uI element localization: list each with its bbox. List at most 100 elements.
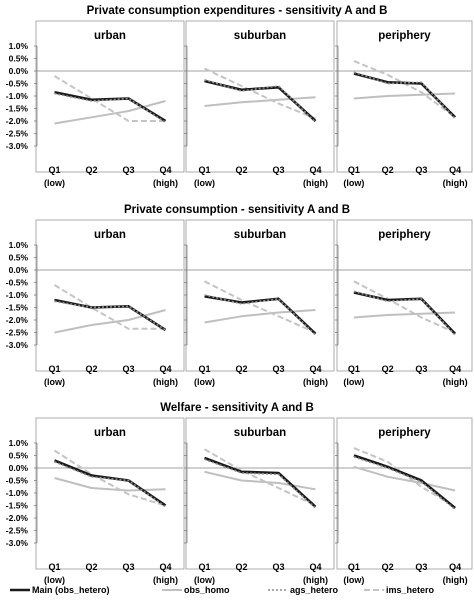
x-tick-label: Q4 xyxy=(159,562,171,572)
x-tick-label: Q3 xyxy=(122,364,134,374)
x-tick-sublabel: (high) xyxy=(443,377,468,387)
series-line-obs_homo xyxy=(54,477,166,492)
series-line-obs_homo xyxy=(353,92,456,100)
x-tick-label: Q1 xyxy=(198,165,210,175)
x-tick-sublabel: (low) xyxy=(44,377,65,387)
x-tick-label: Q2 xyxy=(85,165,97,175)
panel-title: urban xyxy=(94,30,126,42)
y-tick-label: -1.0% xyxy=(6,290,29,300)
x-tick-label: Q1 xyxy=(348,562,360,572)
x-tick-label: Q4 xyxy=(309,165,321,175)
x-tick-sublabel: (high) xyxy=(443,575,468,585)
series-line-ims xyxy=(53,449,166,507)
legend-label: obs_homo xyxy=(184,585,230,595)
y-tick-label: 0.0% xyxy=(9,463,29,473)
x-tick-sublabel: (high) xyxy=(303,377,328,387)
series-line-main xyxy=(353,454,456,510)
legend-label: ags_hetero xyxy=(290,585,339,595)
panel-title: suburban xyxy=(234,427,286,439)
x-tick-label: Q4 xyxy=(449,562,461,572)
series-line-ims xyxy=(53,75,166,122)
y-tick-label: 1.0% xyxy=(9,438,29,448)
x-tick-sublabel: (high) xyxy=(303,178,328,188)
x-tick-label: Q1 xyxy=(48,165,60,175)
y-tick-label: 1.0% xyxy=(9,41,29,51)
x-tick-label: Q1 xyxy=(348,165,360,175)
x-tick-label: Q2 xyxy=(382,364,394,374)
x-tick-label: Q2 xyxy=(235,364,247,374)
y-tick-label: -1.5% xyxy=(6,303,29,313)
series-line-ims xyxy=(353,447,456,508)
series-line-obs_homo xyxy=(54,100,166,125)
series-line-ims xyxy=(204,67,316,120)
x-tick-sublabel: (high) xyxy=(153,377,178,387)
y-tick-label: -1.5% xyxy=(6,104,29,114)
x-tick-label: Q1 xyxy=(48,364,60,374)
x-tick-sublabel: (low) xyxy=(44,575,65,585)
series-line-ags xyxy=(54,92,166,123)
panel-title: urban xyxy=(94,427,126,439)
series-line-obs_homo xyxy=(54,309,166,334)
x-tick-label: Q2 xyxy=(235,562,247,572)
x-tick-label: Q4 xyxy=(309,364,321,374)
x-tick-label: Q2 xyxy=(382,562,394,572)
series-line-ims xyxy=(204,280,316,334)
x-tick-sublabel: (low) xyxy=(194,575,215,585)
series-line-obs_homo xyxy=(353,311,456,319)
row-title: Welfare - sensitivity A and B xyxy=(160,402,314,414)
series-line-obs_homo xyxy=(204,96,316,107)
legend-label: ims_hetero xyxy=(386,585,435,595)
series-line-ims xyxy=(53,284,166,330)
y-tick-label: -1.0% xyxy=(6,91,29,101)
x-tick-label: Q4 xyxy=(449,364,461,374)
y-tick-label: -2.5% xyxy=(6,328,29,338)
panel-frame xyxy=(35,20,185,173)
series-line-obs_homo xyxy=(204,470,316,491)
panel-frame xyxy=(35,219,185,372)
series-line-obs_homo xyxy=(204,309,316,324)
x-tick-label: Q1 xyxy=(48,562,60,572)
x-tick-label: Q3 xyxy=(122,165,134,175)
panel-title: urban xyxy=(94,229,126,241)
panel-title: suburban xyxy=(234,30,286,42)
panel-title: periphery xyxy=(378,229,431,241)
x-tick-label: Q3 xyxy=(272,562,284,572)
x-tick-label: Q2 xyxy=(235,165,247,175)
panel-frame xyxy=(336,417,473,570)
series-line-ags xyxy=(204,294,317,336)
y-tick-label: 0.5% xyxy=(9,253,29,263)
y-tick-label: -0.5% xyxy=(6,79,29,89)
panel-frame xyxy=(336,20,473,173)
x-tick-label: Q3 xyxy=(272,165,284,175)
panel-title: suburban xyxy=(234,229,286,241)
series-line-ags xyxy=(54,300,166,331)
x-tick-label: Q3 xyxy=(272,364,284,374)
row-title: Private consumption - sensitivity A and … xyxy=(124,204,350,216)
series-line-ims xyxy=(204,448,316,507)
x-tick-label: Q3 xyxy=(122,562,134,572)
series-line-ags xyxy=(204,458,317,509)
y-tick-label: -2.5% xyxy=(6,129,29,139)
series-line-main xyxy=(204,456,317,508)
legend-label: Main (obs_hetero) xyxy=(32,585,110,595)
x-tick-sublabel: (high) xyxy=(153,575,178,585)
y-tick-label: -1.0% xyxy=(6,488,29,498)
y-tick-label: 0.5% xyxy=(9,451,29,461)
x-tick-label: Q1 xyxy=(198,364,210,374)
x-tick-sublabel: (low) xyxy=(194,178,215,188)
y-tick-label: -3.0% xyxy=(6,340,29,350)
y-tick-label: 0.5% xyxy=(9,54,29,64)
panel-title: periphery xyxy=(378,30,431,42)
panel-frame xyxy=(185,219,335,372)
y-tick-label: -3.0% xyxy=(6,141,29,151)
series-line-main xyxy=(54,459,167,507)
y-tick-label: -2.0% xyxy=(6,513,29,523)
x-tick-sublabel: (high) xyxy=(153,178,178,188)
panel-title: periphery xyxy=(378,427,431,439)
panel-frame xyxy=(185,20,335,173)
x-tick-sublabel: (low) xyxy=(44,178,65,188)
y-tick-label: 0.0% xyxy=(9,265,29,275)
series-line-ims xyxy=(353,60,456,119)
x-tick-sublabel: (low) xyxy=(194,377,215,387)
x-tick-sublabel: (low) xyxy=(343,575,364,585)
